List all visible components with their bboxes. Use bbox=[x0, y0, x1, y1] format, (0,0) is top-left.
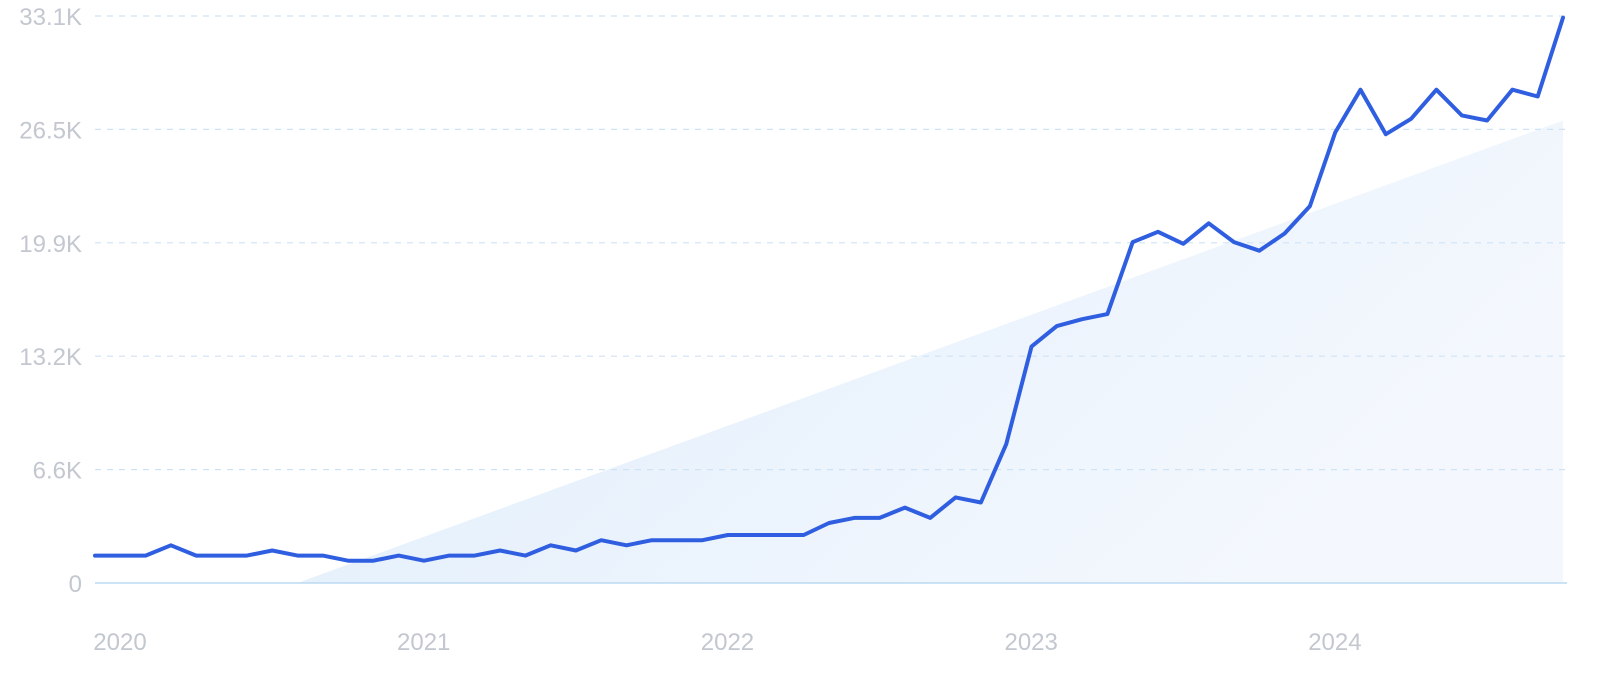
series-line bbox=[93, 15, 1565, 563]
series-line-layer bbox=[93, 15, 1565, 563]
y-tick-label: 26.5K bbox=[19, 117, 82, 144]
x-axis-labels: 2020 2021 2022 2023 2024 bbox=[93, 629, 1361, 656]
x-tick-label: 2020 bbox=[93, 629, 146, 656]
y-axis-labels: 0 6.6K 13.2K 19.9K 26.5K 33.1K bbox=[19, 4, 82, 598]
trend-area bbox=[297, 120, 1563, 584]
x-tick-label: 2024 bbox=[1308, 629, 1361, 656]
x-tick-label: 2022 bbox=[701, 629, 754, 656]
y-tick-label: 33.1K bbox=[19, 4, 82, 31]
y-tick-label: 19.9K bbox=[19, 231, 82, 258]
y-tick-label: 13.2K bbox=[19, 344, 82, 371]
x-tick-label: 2021 bbox=[397, 629, 450, 656]
x-tick-label: 2023 bbox=[1004, 629, 1057, 656]
trend-area-layer bbox=[297, 120, 1563, 584]
gridlines bbox=[95, 15, 1567, 584]
y-tick-label: 6.6K bbox=[33, 458, 82, 485]
y-tick-label: 0 bbox=[69, 571, 82, 598]
